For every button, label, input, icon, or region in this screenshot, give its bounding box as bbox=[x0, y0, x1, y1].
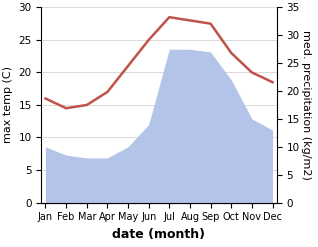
Y-axis label: max temp (C): max temp (C) bbox=[3, 66, 13, 144]
Y-axis label: med. precipitation (kg/m2): med. precipitation (kg/m2) bbox=[301, 30, 311, 180]
X-axis label: date (month): date (month) bbox=[113, 228, 205, 241]
